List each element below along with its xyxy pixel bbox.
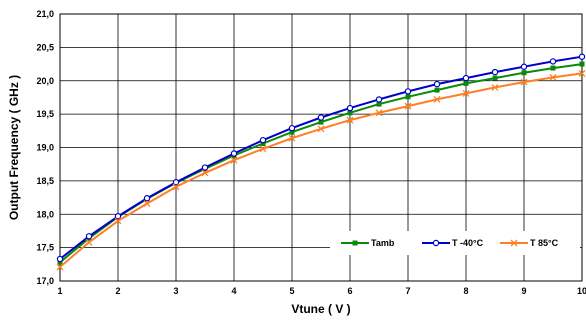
data-point bbox=[375, 109, 383, 117]
x-tick-label: 7 bbox=[405, 286, 410, 296]
data-point bbox=[462, 74, 470, 82]
data-point bbox=[404, 102, 412, 110]
data-point bbox=[462, 89, 470, 97]
data-point bbox=[201, 164, 209, 171]
x-tick-label: 4 bbox=[231, 286, 236, 296]
data-point bbox=[376, 101, 382, 107]
legend-entry: T -40°C bbox=[422, 238, 484, 248]
x-axis-title: Vtune ( V ) bbox=[291, 302, 350, 316]
data-point bbox=[405, 94, 411, 100]
data-point bbox=[346, 116, 354, 124]
data-point bbox=[520, 78, 528, 86]
legend-entry: T 85°C bbox=[500, 238, 559, 248]
y-tick-label: 20,5 bbox=[36, 42, 54, 52]
data-point bbox=[85, 238, 93, 246]
data-point bbox=[375, 96, 383, 103]
y-tick-label: 20,0 bbox=[36, 76, 54, 86]
data-point bbox=[549, 73, 557, 81]
data-point bbox=[318, 119, 324, 125]
data-point bbox=[347, 110, 353, 116]
data-point bbox=[230, 156, 238, 164]
data-point bbox=[56, 255, 64, 263]
data-point bbox=[491, 83, 499, 91]
data-point bbox=[57, 259, 63, 265]
data-point bbox=[550, 65, 556, 71]
data-point bbox=[404, 88, 412, 95]
y-axis-title: Output Frequency ( GHz ) bbox=[7, 75, 21, 220]
x-tick-labels: 1 2 3 4 5 6 7 8 9 10 bbox=[57, 286, 586, 296]
data-point bbox=[433, 95, 441, 103]
y-tick-label: 18,5 bbox=[36, 176, 54, 186]
data-point bbox=[434, 87, 440, 93]
legend-label: T -40°C bbox=[452, 238, 484, 248]
data-point bbox=[143, 200, 151, 208]
data-point bbox=[114, 213, 122, 220]
x-tick-label: 5 bbox=[289, 286, 294, 296]
data-point bbox=[201, 169, 209, 177]
x-tick-label: 6 bbox=[347, 286, 352, 296]
series-t-85-c bbox=[56, 69, 586, 271]
y-tick-label: 17,5 bbox=[36, 243, 54, 253]
data-point bbox=[114, 217, 122, 225]
x-tick-label: 1 bbox=[57, 286, 62, 296]
data-point bbox=[143, 195, 151, 202]
data-point bbox=[172, 183, 180, 191]
legend: Tamb T -40°C T 85°C bbox=[330, 231, 580, 255]
legend-label: T 85°C bbox=[530, 238, 559, 248]
data-point bbox=[260, 140, 266, 146]
series-t-40-c bbox=[56, 53, 586, 263]
data-point bbox=[56, 263, 64, 271]
legend-box bbox=[330, 231, 580, 255]
data-point bbox=[520, 63, 528, 70]
data-point bbox=[288, 134, 296, 142]
x-tick-label: 3 bbox=[173, 286, 178, 296]
data-point bbox=[317, 114, 325, 121]
data-point bbox=[578, 53, 586, 60]
data-point bbox=[317, 125, 325, 133]
data-point bbox=[433, 80, 441, 88]
data-point bbox=[288, 124, 296, 132]
data-point bbox=[491, 68, 499, 76]
y-tick-label: 19,0 bbox=[36, 143, 54, 153]
y-tick-labels: 17,0 17,5 18,0 18,5 19,0 19,5 20,0 20,5 21,0 bbox=[36, 9, 54, 286]
y-tick-label: 18,0 bbox=[36, 209, 54, 219]
legend-marker bbox=[352, 240, 358, 246]
data-point bbox=[549, 58, 557, 65]
data-point bbox=[289, 129, 295, 135]
data-point bbox=[492, 75, 498, 81]
data-point bbox=[579, 61, 585, 67]
data-point bbox=[172, 179, 180, 186]
data-point bbox=[230, 150, 238, 157]
data-point bbox=[259, 136, 267, 144]
y-tick-label: 17,0 bbox=[36, 276, 54, 286]
y-tick-label: 21,0 bbox=[36, 9, 54, 19]
x-tick-label: 2 bbox=[115, 286, 120, 296]
data-point bbox=[463, 80, 469, 86]
data-point bbox=[259, 145, 267, 153]
data-point bbox=[85, 233, 93, 240]
data-point bbox=[346, 104, 354, 112]
y-tick-label: 19,5 bbox=[36, 109, 54, 119]
data-point bbox=[521, 70, 527, 76]
data-point bbox=[578, 69, 586, 77]
series-lines bbox=[56, 53, 586, 271]
legend-marker bbox=[510, 239, 518, 247]
legend-entry: Tamb bbox=[341, 238, 395, 248]
legend-marker bbox=[432, 239, 440, 247]
x-tick-label: 10 bbox=[577, 286, 586, 296]
x-tick-label: 9 bbox=[521, 286, 526, 296]
x-tick-label: 8 bbox=[463, 286, 468, 296]
legend-label: Tamb bbox=[371, 238, 395, 248]
